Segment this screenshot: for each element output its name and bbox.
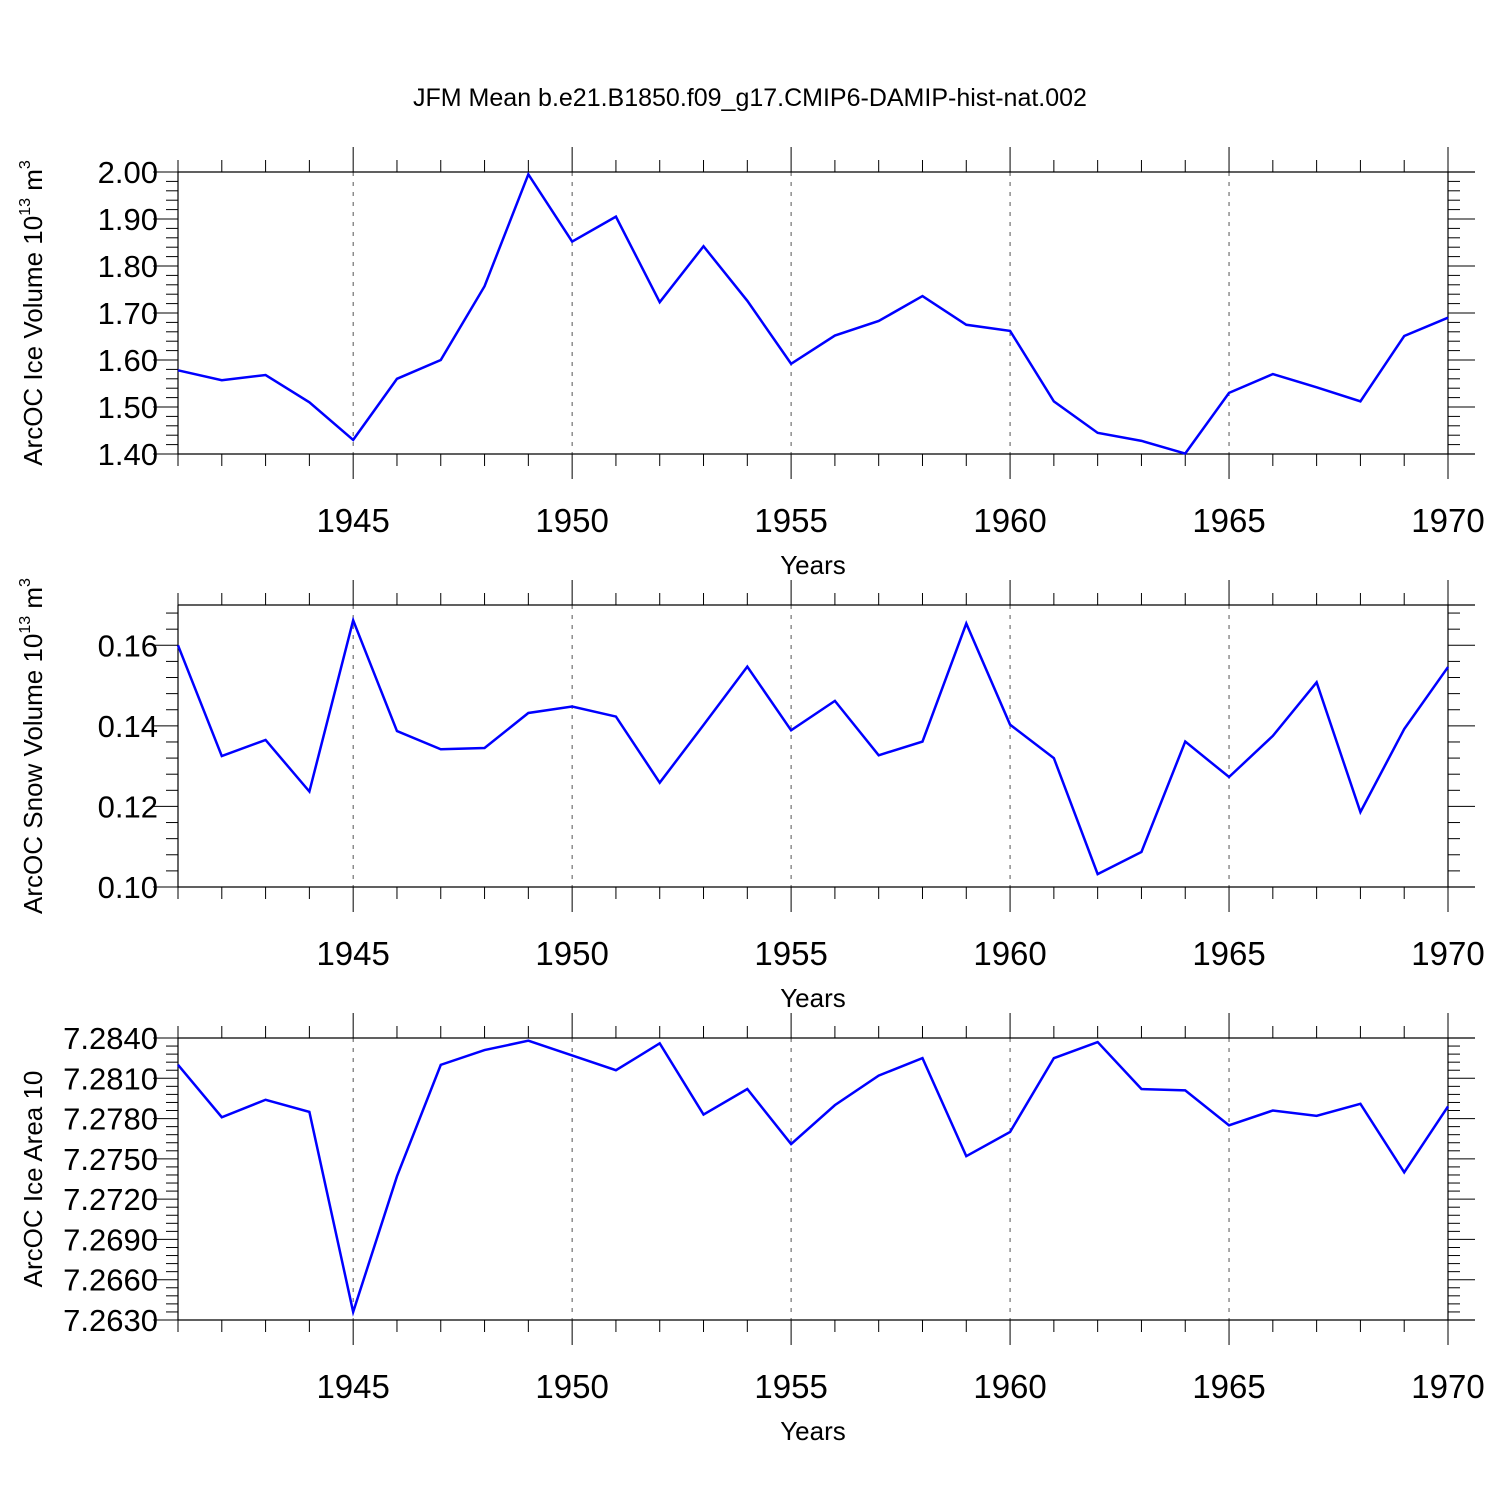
x-tick-label: 1960	[973, 1368, 1046, 1405]
y-tick-label: 1.50	[98, 390, 158, 425]
y-tick-label: 1.60	[98, 343, 158, 378]
x-tick-label: 1965	[1192, 502, 1265, 539]
y-tick-label: 1.80	[98, 249, 158, 284]
x-tick-label: 1965	[1192, 1368, 1265, 1405]
y-tick-label: 0.16	[98, 628, 158, 663]
x-tick-label: 1950	[535, 502, 608, 539]
x-tick-label: 1955	[754, 935, 827, 972]
x-tick-label: 1970	[1411, 502, 1484, 539]
y-axis-title: ArcOC Snow Volume 1013 m3	[17, 578, 48, 914]
x-tick-label: 1950	[535, 935, 608, 972]
y-tick-label: 7.2810	[63, 1061, 158, 1096]
x-tick-label: 1965	[1192, 935, 1265, 972]
y-tick-label: 7.2630	[63, 1303, 158, 1338]
y-tick-label: 1.40	[98, 437, 158, 472]
x-tick-label: 1950	[535, 1368, 608, 1405]
x-tick-label: 1970	[1411, 935, 1484, 972]
x-tick-label: 1945	[316, 935, 389, 972]
y-tick-label: 2.00	[98, 155, 158, 190]
x-tick-label: 1955	[754, 1368, 827, 1405]
x-axis-title: Years	[780, 1416, 846, 1446]
series-line	[177, 171, 1449, 455]
y-tick-label: 1.90	[98, 202, 158, 237]
y-tick-label: 7.2780	[63, 1102, 158, 1137]
chart-panels: 1.40 1.50 1.60 1.70 1.80 1.90 2.00 1945 1950 1955…	[17, 147, 1485, 1446]
y-tick-label: 7.2840	[63, 1021, 158, 1056]
y-axis-title: ArcOC Ice Area 10	[18, 1071, 48, 1288]
x-tick-label: 1955	[754, 502, 827, 539]
y-tick-label: 7.2750	[63, 1142, 158, 1177]
y-tick-label: 7.2720	[63, 1182, 158, 1217]
y-tick-label: 7.2660	[63, 1263, 158, 1298]
panel-1: 1.40 1.50 1.60 1.70 1.80 1.90 2.00 1945 1950 1955…	[17, 147, 1485, 580]
x-axis-title: Years	[780, 550, 846, 580]
x-tick-label: 1970	[1411, 1368, 1484, 1405]
series-line	[176, 616, 1450, 876]
x-tick-label: 1960	[973, 502, 1046, 539]
figure-title: JFM Mean b.e21.B1850.f09_g17.CMIP6-DAMIP…	[413, 84, 1087, 112]
y-axis-title: ArcOC Ice Volume 1013 m3	[17, 160, 48, 466]
y-tick-label: 1.70	[98, 296, 158, 331]
y-tick-label: 0.12	[98, 789, 158, 824]
panel-2: 0.10 0.12 0.14 0.16 1945 1950 1955 1960 1965 1970…	[17, 578, 1485, 1013]
y-tick-label: 0.10	[98, 870, 158, 905]
x-axis-title: Years	[780, 983, 846, 1013]
x-tick-label: 1945	[316, 1368, 389, 1405]
y-tick-label: 7.2690	[63, 1222, 158, 1257]
x-tick-label: 1960	[973, 935, 1046, 972]
panel-3: 7.2630 7.2660 7.2690 7.2720 7.2750 7.2780 7.28…	[18, 1013, 1485, 1446]
series-line	[177, 1039, 1450, 1317]
y-tick-label: 0.14	[98, 709, 158, 744]
x-tick-label: 1945	[316, 502, 389, 539]
